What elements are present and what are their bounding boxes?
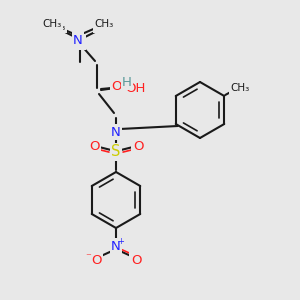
Text: S: S [111, 145, 121, 160]
Text: CH₃: CH₃ [46, 22, 66, 32]
Text: N: N [73, 34, 83, 46]
Text: +: + [118, 236, 124, 245]
Text: N: N [111, 239, 121, 253]
Text: H: H [122, 76, 132, 88]
Text: OH: OH [125, 82, 146, 94]
Text: CH₃: CH₃ [231, 83, 250, 93]
Text: ⁻: ⁻ [85, 252, 91, 262]
Text: CH₃: CH₃ [42, 19, 62, 29]
Text: CH₃: CH₃ [94, 22, 114, 32]
Text: O: O [91, 254, 101, 266]
Text: O: O [112, 80, 122, 94]
Text: CH₃: CH₃ [94, 19, 114, 29]
Text: O: O [131, 254, 141, 266]
Text: N: N [75, 35, 85, 49]
Text: N: N [111, 125, 121, 139]
Text: O: O [133, 140, 143, 154]
Text: O: O [89, 140, 99, 154]
